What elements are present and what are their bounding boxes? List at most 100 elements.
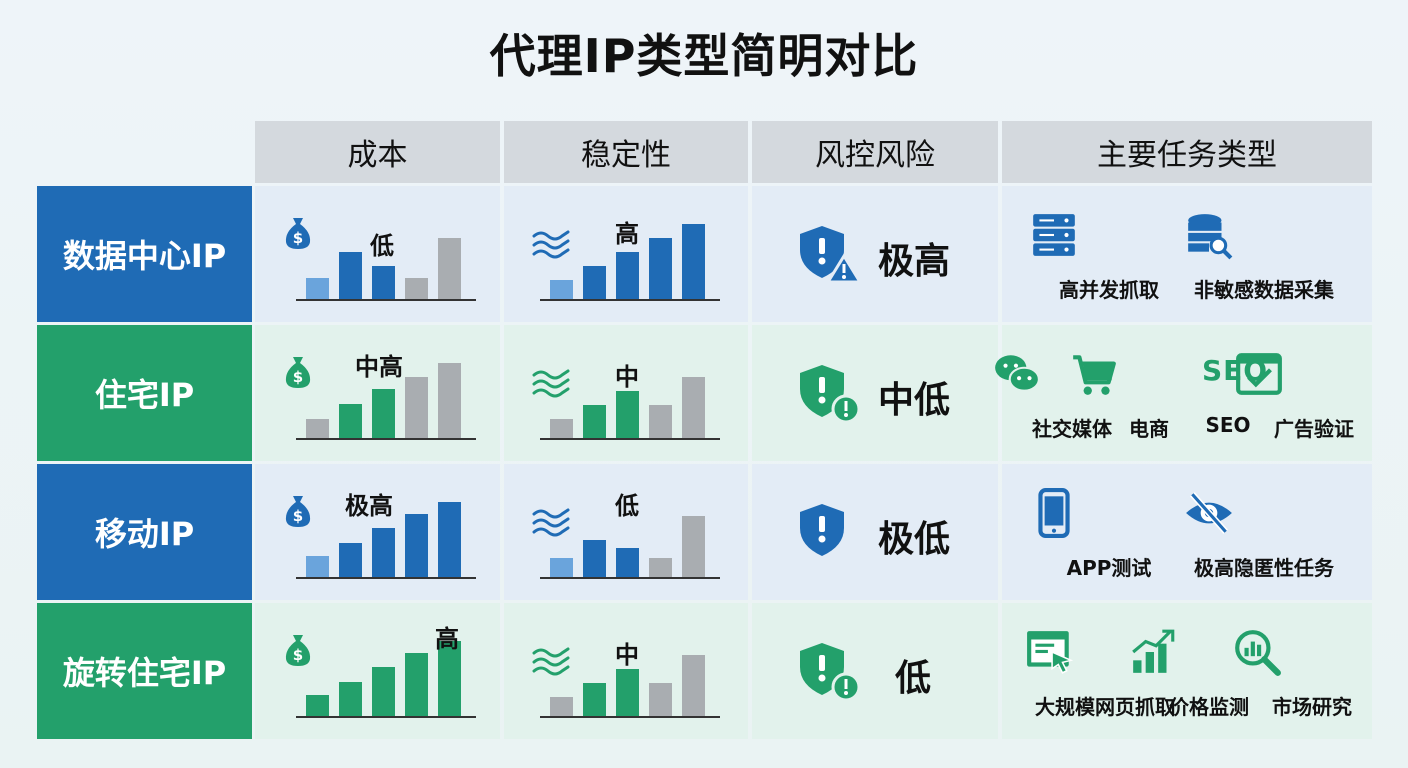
task-label: SEO [1205,413,1251,437]
growth-chart-icon [1132,627,1235,679]
bar [550,558,573,578]
bar [372,528,395,578]
bar [550,697,573,717]
risk-cell: 中低 [752,325,998,461]
money-bag-icon: $ [285,218,311,249]
cost-bars [296,363,476,440]
bar [372,667,395,717]
cost-bars [296,502,476,579]
bar [438,238,461,300]
task-label: APP测试 [1066,556,1152,580]
task-item: 非敏感数据采集 [1184,210,1344,303]
stability-bars [540,516,720,579]
tasks-cell: 大规模网页抓取 价格监测 市场研究 [1002,603,1372,739]
task-label: 非敏感数据采集 [1194,278,1334,302]
money-bag-icon: $ [285,496,311,527]
stability-wave-icon [532,230,570,259]
bar [306,695,329,717]
task-label: 大规模网页抓取 [1035,695,1175,719]
bar [616,548,639,578]
shield-exclamation-icon [800,504,844,556]
bar [649,558,672,578]
bar [649,683,672,717]
svg-text:$: $ [293,646,303,664]
task-item: 价格监测 [1129,627,1289,720]
money-bag-icon: $ [285,635,311,666]
bar [405,278,428,300]
stability-level: 高 [615,220,639,248]
task-item: 极高隐匿性任务 [1184,488,1344,581]
bar [438,363,461,439]
web-click-icon [1027,627,1131,679]
task-label: 价格监测 [1169,695,1249,719]
tasks-cell: APP测试 极高隐匿性任务 [1002,464,1372,600]
bar [583,266,606,300]
stability-cell: 高 [504,186,748,322]
cost-bars [296,238,476,301]
bar [583,683,606,717]
stability-bars [540,224,720,301]
task-item: APP测试 [1029,488,1189,581]
eye-off-icon [1186,488,1290,540]
bar [372,266,395,300]
bar [306,556,329,578]
bar [339,252,362,300]
cost-bars [296,641,476,718]
header-cost: 成本 [255,121,500,183]
bar [339,682,362,717]
cost-level: 极高 [345,492,393,520]
task-item: 社交媒体 [992,349,1152,442]
bar [616,252,639,300]
bar [438,641,461,717]
row-label: 住宅IP [37,325,252,461]
bar [438,502,461,578]
cost-cell: $ 极高 [255,464,500,600]
task-item: 高并发抓取 [1029,210,1189,303]
shopping-cart-icon [1073,349,1175,401]
risk-level: 低 [895,658,932,699]
cost-cell: $ 高 [255,603,500,739]
risk-level: 中低 [878,380,951,421]
bar [583,540,606,578]
bar [372,389,395,439]
svg-text:$: $ [293,229,303,247]
bar [405,653,428,717]
bar [682,377,705,439]
stability-wave-icon [532,647,570,676]
bar [550,280,573,300]
task-item: 市场研究 [1232,627,1392,720]
wechat-icon [995,349,1098,401]
stability-level: 低 [615,492,639,520]
cost-level: 高 [435,625,459,653]
cost-level: 低 [370,232,394,260]
stability-wave-icon [532,508,570,537]
shield-warning-triangle-icon [800,226,863,284]
bar [583,405,606,439]
bar [405,514,428,578]
task-item: 大规模网页抓取 [1025,627,1185,720]
row-label: 移动IP [37,464,252,600]
task-label: 社交媒体 [1032,417,1112,441]
stability-level: 中 [615,641,639,669]
smartphone-icon [1038,488,1135,540]
tasks-cell: 高并发抓取 非敏感数据采集 [1002,186,1372,322]
bar [405,377,428,439]
task-label: 电商 [1129,417,1169,441]
tasks-cell: 社交媒体 电商 SEO SEO 广告验证 [995,325,1372,461]
stability-bars [540,655,720,718]
bar [649,405,672,439]
stability-bars [540,377,720,440]
task-label: 极高隐匿性任务 [1194,556,1334,580]
money-bag-icon: $ [285,357,311,388]
task-label: 高并发抓取 [1059,278,1159,302]
browser-check-icon [1236,349,1340,401]
header-risk: 风控风险 [752,121,998,183]
risk-cell: 极低 [752,464,998,600]
stability-cell: 中 [504,325,748,461]
shield-alert-circle-icon [800,643,861,702]
task-label: 广告验证 [1274,417,1354,441]
row-label: 数据中心IP [37,186,252,322]
bar [682,224,705,300]
task-item: 广告验证 [1234,349,1394,442]
task-item: 电商 [1069,349,1229,442]
